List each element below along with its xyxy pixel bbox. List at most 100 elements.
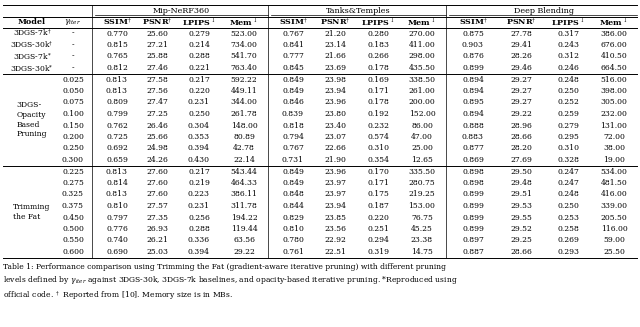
Text: 200.00: 200.00 (408, 98, 435, 107)
Text: 0.304: 0.304 (188, 122, 210, 129)
Text: Model: Model (18, 18, 46, 26)
Text: 0.777: 0.777 (282, 53, 304, 60)
Text: 0.293: 0.293 (557, 248, 579, 256)
Text: 27.60: 27.60 (146, 191, 168, 198)
Text: 0.849: 0.849 (282, 76, 304, 83)
Text: 0.813: 0.813 (106, 167, 128, 176)
Text: 27.58: 27.58 (146, 76, 168, 83)
Text: 0.375: 0.375 (62, 202, 84, 210)
Text: 23.94: 23.94 (324, 87, 346, 95)
Text: 29.53: 29.53 (510, 202, 532, 210)
Text: 0.312: 0.312 (557, 53, 579, 60)
Text: 12.65: 12.65 (411, 156, 433, 164)
Text: 22.14: 22.14 (233, 156, 255, 164)
Text: 0.232: 0.232 (367, 122, 389, 129)
Text: 0.178: 0.178 (367, 64, 389, 72)
Text: 27.35: 27.35 (146, 214, 168, 221)
Text: 435.50: 435.50 (408, 64, 435, 72)
Text: 29.25: 29.25 (510, 236, 532, 245)
Text: 0.844: 0.844 (282, 202, 304, 210)
Text: 270.00: 270.00 (408, 29, 435, 38)
Text: 0.187: 0.187 (367, 202, 389, 210)
Text: 0.100: 0.100 (62, 110, 84, 118)
Text: 0.250: 0.250 (557, 87, 579, 95)
Text: 27.60: 27.60 (146, 179, 168, 187)
Text: Mip-NeRF360: Mip-NeRF360 (152, 7, 209, 15)
Text: 676.00: 676.00 (600, 41, 627, 49)
Text: 0.192: 0.192 (367, 110, 389, 118)
Text: 23.94: 23.94 (324, 202, 346, 210)
Text: 0.888: 0.888 (462, 122, 484, 129)
Text: 76.75: 76.75 (411, 214, 433, 221)
Text: 0.876: 0.876 (462, 53, 484, 60)
Text: 26.93: 26.93 (146, 225, 168, 233)
Text: 0.171: 0.171 (367, 179, 389, 187)
Text: 23.98: 23.98 (324, 76, 346, 83)
Text: 0.740: 0.740 (106, 236, 128, 245)
Text: 0.319: 0.319 (367, 248, 389, 256)
Text: 27.46: 27.46 (146, 64, 168, 72)
Text: 21.20: 21.20 (324, 29, 346, 38)
Text: 0.328: 0.328 (557, 156, 579, 164)
Text: 0.317: 0.317 (557, 29, 579, 38)
Text: 29.46: 29.46 (510, 64, 532, 72)
Text: $\gamma_{\mathit{iter}}$: $\gamma_{\mathit{iter}}$ (65, 17, 81, 27)
Text: -: - (72, 41, 74, 49)
Text: 153.00: 153.00 (408, 202, 435, 210)
Text: 0.310: 0.310 (557, 145, 579, 152)
Text: 0.220: 0.220 (188, 87, 210, 95)
Text: 0.170: 0.170 (367, 167, 389, 176)
Text: 0.250: 0.250 (557, 202, 579, 210)
Text: 0.217: 0.217 (188, 167, 210, 176)
Text: -: - (72, 64, 74, 72)
Text: 29.41: 29.41 (510, 41, 532, 49)
Text: 0.214: 0.214 (188, 41, 210, 49)
Text: 0.430: 0.430 (188, 156, 210, 164)
Text: 0.815: 0.815 (106, 41, 128, 49)
Text: 534.00: 534.00 (600, 167, 627, 176)
Text: 23.40: 23.40 (324, 122, 346, 129)
Text: 0.353: 0.353 (188, 133, 210, 141)
Text: 0.550: 0.550 (62, 236, 84, 245)
Text: 0.269: 0.269 (557, 236, 579, 245)
Text: 28.96: 28.96 (510, 122, 532, 129)
Text: 27.60: 27.60 (146, 167, 168, 176)
Text: 3DGS-7k$^{\dagger}$: 3DGS-7k$^{\dagger}$ (13, 28, 51, 39)
Text: 298.00: 298.00 (408, 53, 435, 60)
Text: Table 1: Performance comparison using Trimming the Fat (gradient-aware iterative: Table 1: Performance comparison using Tr… (3, 263, 458, 303)
Text: 38.00: 38.00 (603, 145, 625, 152)
Text: 541.70: 541.70 (230, 53, 257, 60)
Text: 59.00: 59.00 (603, 236, 625, 245)
Text: 0.336: 0.336 (188, 236, 210, 245)
Text: 0.898: 0.898 (462, 179, 484, 187)
Text: 131.00: 131.00 (600, 122, 627, 129)
Text: 3DGS-30k$^{*}$: 3DGS-30k$^{*}$ (10, 62, 54, 74)
Text: 28.66: 28.66 (510, 133, 532, 141)
Text: Mem$^{\downarrow}$: Mem$^{\downarrow}$ (230, 16, 259, 28)
Text: 0.221: 0.221 (188, 64, 210, 72)
Text: 23.96: 23.96 (324, 98, 346, 107)
Text: 25.88: 25.88 (146, 53, 168, 60)
Text: 0.731: 0.731 (282, 156, 304, 164)
Text: 0.767: 0.767 (282, 29, 304, 38)
Text: 0.183: 0.183 (367, 41, 389, 49)
Text: 0.250: 0.250 (188, 110, 210, 118)
Text: 0.899: 0.899 (462, 214, 484, 221)
Text: 0.219: 0.219 (188, 179, 210, 187)
Text: 0.894: 0.894 (462, 87, 484, 95)
Text: 28.26: 28.26 (510, 53, 532, 60)
Text: 63.56: 63.56 (233, 236, 255, 245)
Text: 23.14: 23.14 (324, 41, 346, 49)
Text: 25.03: 25.03 (146, 248, 168, 256)
Text: 0.894: 0.894 (462, 110, 484, 118)
Text: 232.00: 232.00 (600, 110, 627, 118)
Text: 0.690: 0.690 (106, 248, 128, 256)
Text: 0.325: 0.325 (62, 191, 84, 198)
Text: 0.899: 0.899 (462, 64, 484, 72)
Text: -: - (72, 29, 74, 38)
Text: 0.903: 0.903 (462, 41, 484, 49)
Text: 449.11: 449.11 (230, 87, 257, 95)
Text: 0.248: 0.248 (557, 191, 579, 198)
Text: 338.50: 338.50 (408, 76, 435, 83)
Text: 29.52: 29.52 (510, 225, 532, 233)
